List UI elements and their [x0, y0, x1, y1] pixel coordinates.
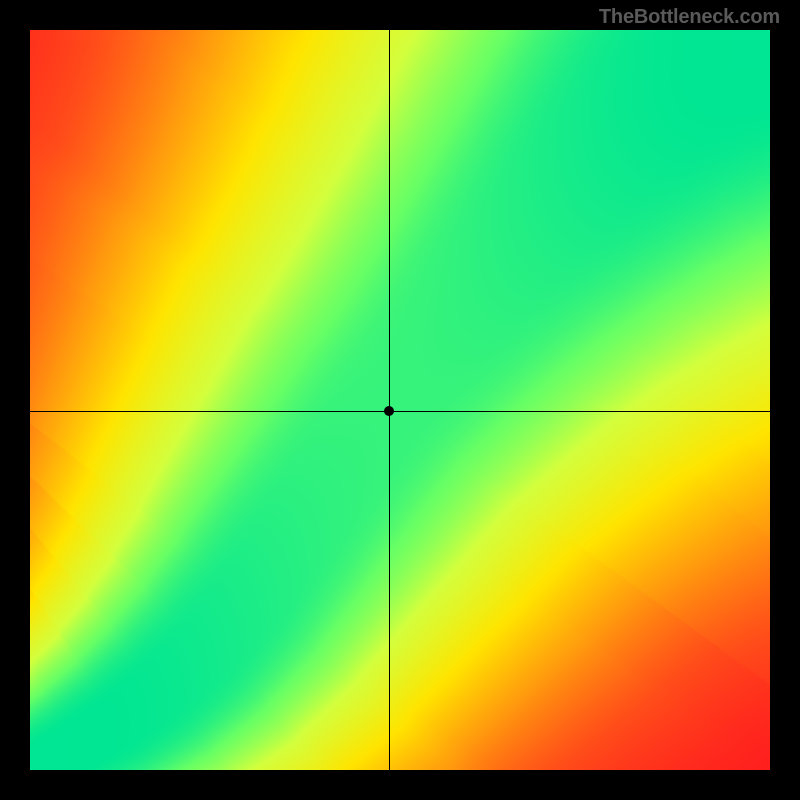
selection-marker-dot — [384, 406, 394, 416]
heatmap-canvas — [30, 30, 770, 770]
crosshair-horizontal — [30, 411, 770, 412]
watermark-text: TheBottleneck.com — [599, 6, 780, 29]
heatmap-plot-area — [30, 30, 770, 770]
crosshair-vertical — [389, 30, 390, 770]
